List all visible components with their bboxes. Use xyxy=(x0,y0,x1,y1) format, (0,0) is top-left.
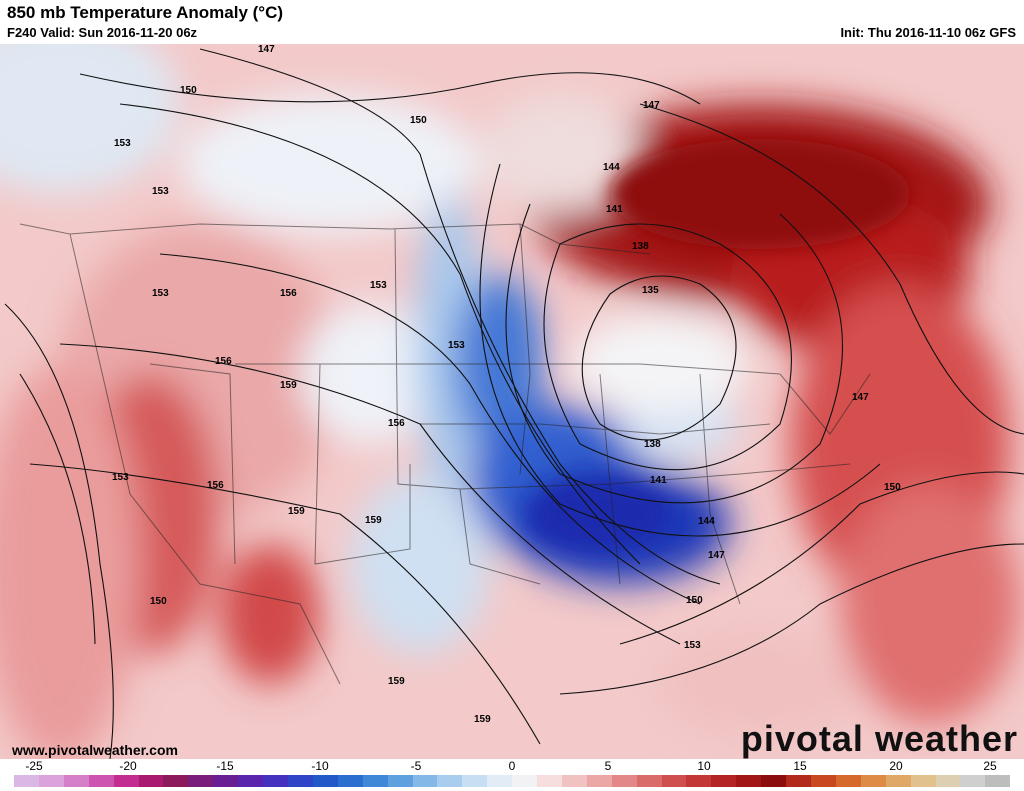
website-label: www.pivotalweather.com xyxy=(12,742,178,758)
contour-label: 144 xyxy=(603,162,620,173)
map-header: 850 mb Temperature Anomaly (°C) F240 Val… xyxy=(0,0,1024,44)
contour-label: 138 xyxy=(632,241,649,252)
contour-label-group: 147 150 150 153 153 153 153 153 153 156 … xyxy=(112,44,901,725)
colorbar-swatch xyxy=(287,775,313,787)
colorbar-swatch xyxy=(512,775,538,787)
contour-label: 153 xyxy=(370,280,387,291)
contour-label: 153 xyxy=(684,640,701,651)
colorbar-tick: -25 xyxy=(25,759,43,773)
colorbar-tick: 5 xyxy=(604,759,612,773)
colorbar-tick: -20 xyxy=(119,759,137,773)
colorbar-swatch xyxy=(238,775,264,787)
anomaly-core xyxy=(530,139,910,549)
contour-label: 153 xyxy=(112,472,129,483)
colorbar-swatch xyxy=(686,775,712,787)
colorbar-tick: 10 xyxy=(697,759,711,773)
colorbar-swatch xyxy=(462,775,488,787)
colorbar-swatch xyxy=(960,775,986,787)
colorbar-swatch xyxy=(138,775,164,787)
contour-label: 153 xyxy=(152,288,169,299)
colorbar-swatch xyxy=(586,775,612,787)
colorbar-swatch xyxy=(860,775,886,787)
colorbar-swatch xyxy=(935,775,961,787)
colorbar-tick: 25 xyxy=(983,759,997,773)
colorbar-swatch xyxy=(537,775,562,787)
valid-time: F240 Valid: Sun 2016-11-20 06z xyxy=(7,25,198,40)
contour-label: 150 xyxy=(180,85,197,96)
colorbar-swatch xyxy=(711,775,737,787)
colorbar-swatch xyxy=(985,775,1011,787)
contour-label: 159 xyxy=(474,714,491,725)
colorbar-swatch xyxy=(487,775,513,787)
map-canvas: 147 150 150 153 153 153 153 153 153 156 … xyxy=(0,44,1024,759)
contour-label: 147 xyxy=(852,392,869,403)
contour-label: 138 xyxy=(644,439,661,450)
colorbar-tick: 0 xyxy=(508,759,516,773)
colorbar-swatch xyxy=(636,775,662,787)
colorbar-swatch xyxy=(188,775,214,787)
boundaries xyxy=(19,223,871,685)
colorbar-swatch xyxy=(910,775,936,787)
colorbar-swatch xyxy=(561,775,587,787)
colorbar-swatch xyxy=(661,775,687,787)
colorbar-swatch xyxy=(811,775,836,787)
colorbar-swatch xyxy=(786,775,811,787)
colorbar-swatch xyxy=(63,775,89,787)
init-time: Init: Thu 2016-11-10 06z GFS xyxy=(840,25,1016,40)
colorbar-swatch xyxy=(263,775,288,787)
colorbar-tick: 15 xyxy=(793,759,807,773)
colorbar-swatch xyxy=(88,775,114,787)
map-title: 850 mb Temperature Anomaly (°C) xyxy=(7,3,284,22)
colorbar-swatch xyxy=(362,775,388,787)
colorbar-swatch xyxy=(736,775,762,787)
contour-label: 141 xyxy=(606,204,623,215)
colorbar xyxy=(14,775,1011,787)
colorbar-swatch xyxy=(761,775,787,787)
anomaly-shading xyxy=(0,44,1020,759)
colorbar-swatch xyxy=(312,775,338,787)
contour-label: 156 xyxy=(388,418,405,429)
colorbar-ticks: -25 -20 -15 -10 -5 0 5 10 15 20 25 xyxy=(0,759,1024,773)
height-contours xyxy=(4,48,1024,759)
colorbar-tick: -15 xyxy=(216,759,234,773)
colorbar-swatch xyxy=(437,775,463,787)
colorbar-tick: -5 xyxy=(410,759,422,773)
contour-label: 159 xyxy=(388,676,405,687)
contour-label: 153 xyxy=(448,340,465,351)
contour-label: 147 xyxy=(258,44,275,55)
contour-label: 159 xyxy=(288,506,305,517)
contour-label: 147 xyxy=(643,100,660,111)
contour-label: 147 xyxy=(708,550,725,561)
anomaly-map: 147 150 150 153 153 153 153 153 153 156 … xyxy=(0,44,1024,759)
contour-label: 156 xyxy=(207,480,224,491)
contour-label: 144 xyxy=(698,516,715,527)
contour-label: 135 xyxy=(642,285,659,296)
colorbar-swatch xyxy=(611,775,637,787)
colorbar-swatch xyxy=(412,775,438,787)
contour-label: 150 xyxy=(150,596,167,607)
colorbar-swatch xyxy=(113,775,139,787)
contour-label: 153 xyxy=(114,138,131,149)
colorbar-swatch xyxy=(163,775,189,787)
colorbar-swatch xyxy=(835,775,861,787)
colorbar-tick: 20 xyxy=(889,759,903,773)
contour-label: 141 xyxy=(650,475,667,486)
colorbar-swatch xyxy=(337,775,363,787)
colorbar-tick: -10 xyxy=(311,759,329,773)
colorbar-swatch xyxy=(885,775,911,787)
contour-label: 159 xyxy=(280,380,297,391)
colorbar-swatch xyxy=(38,775,64,787)
contour-label: 150 xyxy=(410,115,427,126)
contour-label: 150 xyxy=(884,482,901,493)
contour-label: 159 xyxy=(365,515,382,526)
colorbar-swatch xyxy=(387,775,413,787)
contour-label: 156 xyxy=(215,356,232,367)
contour-label: 153 xyxy=(152,186,169,197)
contour-label: 156 xyxy=(280,288,297,299)
colorbar-swatch xyxy=(213,775,239,787)
colorbar-swatch xyxy=(14,775,39,787)
contour-label: 150 xyxy=(686,595,703,606)
brand-logo: pivotal weather xyxy=(740,718,1018,759)
